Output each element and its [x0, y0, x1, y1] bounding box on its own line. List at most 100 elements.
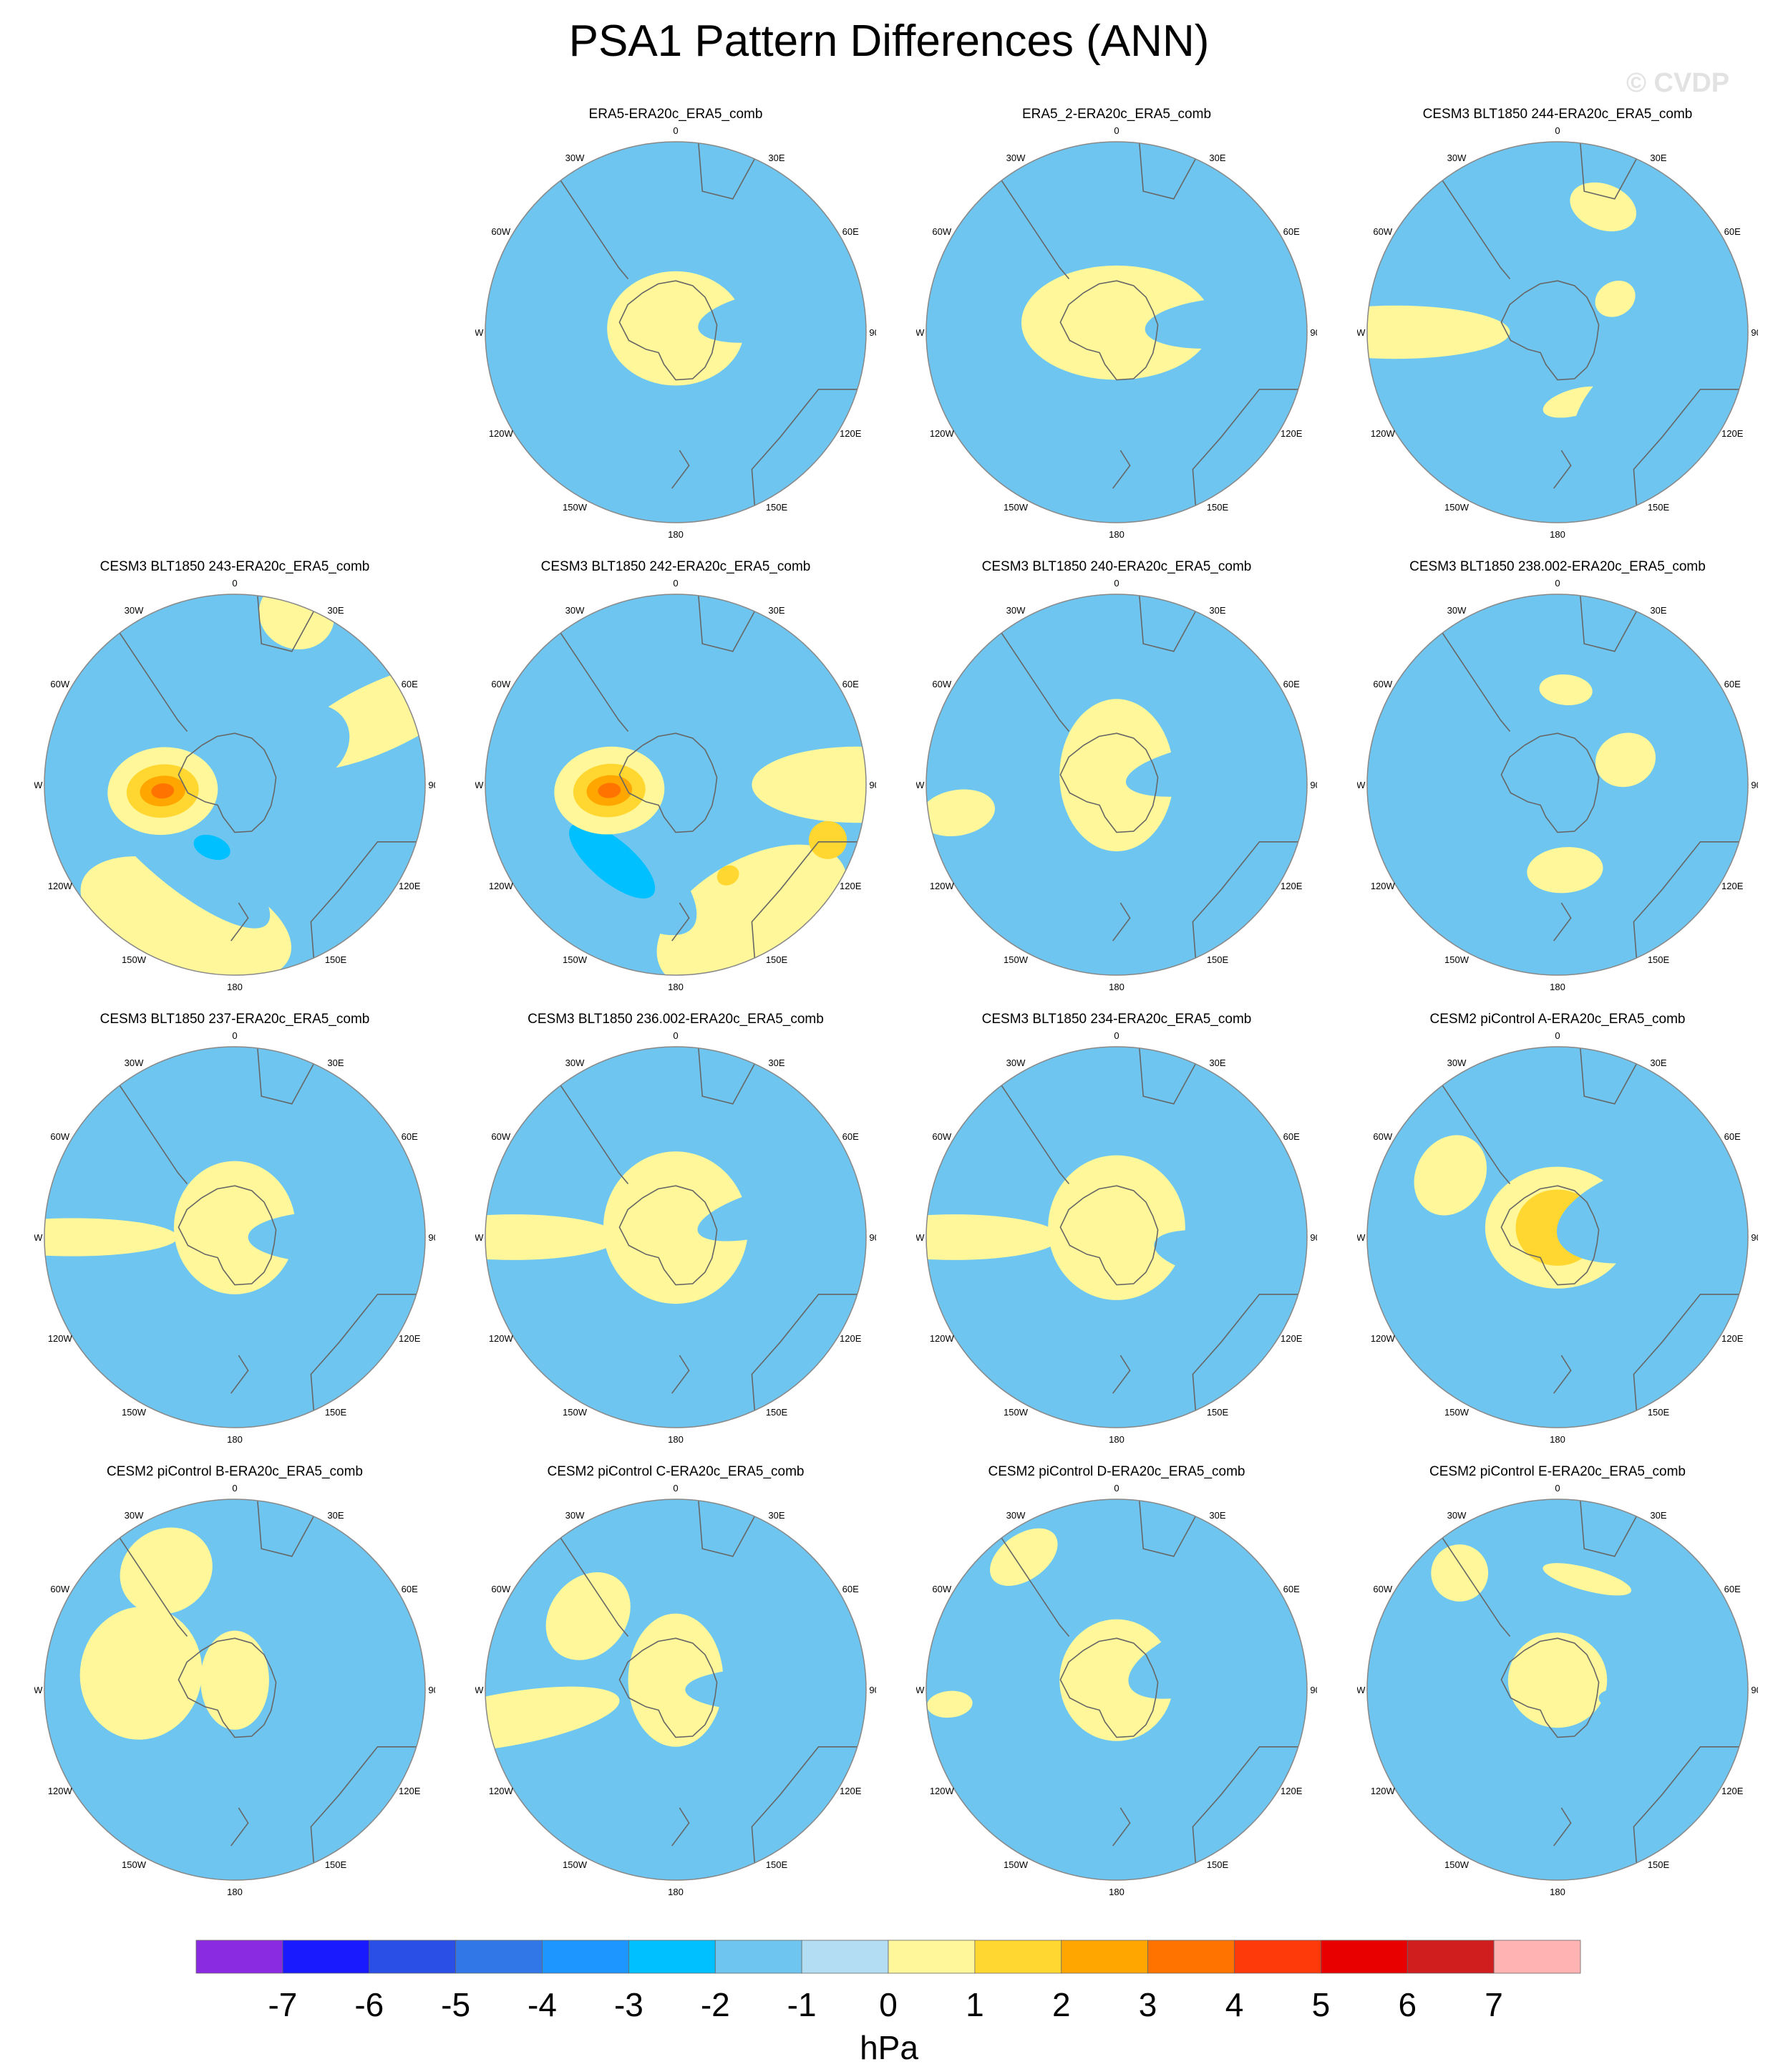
coastline	[1553, 450, 1572, 489]
anomaly-contour	[926, 1690, 973, 1718]
longitude-label: 60W	[1373, 679, 1392, 689]
longitude-label: 150E	[325, 1859, 347, 1870]
anomaly-contour	[1059, 1619, 1174, 1741]
longitude-label: 0	[1114, 1483, 1119, 1494]
colorbar-swatch	[801, 1940, 889, 1974]
longitude-label: 180	[1109, 1434, 1124, 1445]
panel-title: CESM3 BLT1850 242-ERA20c_ERA5_comb	[540, 559, 811, 574]
anomaly-contour	[79, 1607, 203, 1740]
panel-title: CESM3 BLT1850 237-ERA20c_ERA5_comb	[99, 1012, 370, 1027]
coastline	[257, 1048, 316, 1105]
longitude-label: 150E	[1207, 954, 1229, 965]
coastline	[751, 389, 863, 519]
panel-title: CESM3 BLT1850 236.002-ERA20c_ERA5_comb	[528, 1012, 824, 1027]
longitude-label: 30W	[565, 1510, 585, 1521]
longitude-label: 150W	[563, 954, 588, 965]
colorbar-swatch	[1061, 1940, 1149, 1974]
longitude-label: 0	[1555, 125, 1560, 136]
coastline	[1580, 1501, 1638, 1557]
longitude-label: 120W	[489, 1786, 514, 1796]
anomaly-contour	[1125, 739, 1296, 797]
coastline	[1439, 1533, 1511, 1637]
longitude-label: 60W	[491, 1584, 510, 1594]
coastline	[1633, 1746, 1744, 1877]
panel-title: CESM2 piControl D-ERA20c_ERA5_comb	[988, 1464, 1245, 1479]
colorbar-tick-label: 2	[1052, 1986, 1071, 2023]
coastline	[1139, 143, 1198, 200]
longitude-label: 150W	[1444, 1859, 1469, 1870]
polar-map: 0 30E 60E 90E 120E 150E 180 150W 120W 90W 60W 30W	[34, 1030, 435, 1445]
anomaly-contour	[716, 865, 739, 886]
coastline	[1633, 389, 1744, 519]
colorbar-tick-label: -6	[354, 1986, 384, 2023]
longitude-label: 0	[1114, 578, 1119, 589]
anomaly-contour	[1041, 1735, 1061, 1755]
coastline	[1192, 1294, 1303, 1424]
longitude-label: 0	[673, 1483, 678, 1494]
longitude-label: 90W	[475, 1232, 484, 1243]
anomaly-contour	[698, 287, 849, 343]
anomaly-contour	[1414, 1135, 1487, 1216]
longitude-label: 60E	[402, 1131, 418, 1142]
map-border	[44, 1499, 426, 1881]
colorbar-tick-label: 6	[1399, 1986, 1417, 2023]
coastline	[178, 1185, 277, 1286]
anomaly-contour	[151, 783, 175, 799]
polar-map: 0 30E 60E 90E 120E 150E 180 150W 120W 90W 60W 30W	[34, 578, 435, 992]
coastline	[998, 175, 1070, 280]
coastline	[1500, 1185, 1600, 1286]
anomaly-contour	[200, 1630, 269, 1730]
anomaly-contour	[752, 746, 866, 823]
coastline	[698, 143, 757, 200]
longitude-label: 150E	[325, 1407, 347, 1418]
coastline	[698, 1048, 757, 1105]
map-border	[44, 1046, 426, 1428]
longitude-label: 60E	[1724, 1584, 1741, 1594]
longitude-label: 30W	[1006, 605, 1026, 616]
map-border	[1366, 1046, 1749, 1428]
longitude-label: 120W	[1371, 881, 1396, 891]
longitude-label: 30W	[565, 1057, 585, 1068]
longitude-label: 120E	[1281, 428, 1303, 439]
longitude-label: 60W	[932, 1131, 951, 1142]
longitude-label: 150E	[1207, 1407, 1229, 1418]
map-border	[44, 594, 426, 976]
longitude-label: 90E	[869, 327, 876, 338]
anomaly-contour	[990, 1528, 1058, 1586]
longitude-label: 90W	[1357, 1232, 1366, 1243]
longitude-label: 120E	[1281, 1333, 1303, 1344]
longitude-label: 180	[1550, 1434, 1565, 1445]
anomaly-contour	[1507, 1632, 1608, 1728]
longitude-label: 90E	[869, 1232, 876, 1243]
longitude-label: 150E	[1648, 954, 1670, 965]
polar-map: 0 30E 60E 90E 120E 150E 180 150W 120W 90W 60W 30W	[475, 1483, 876, 1897]
anomaly-contour	[1569, 929, 1600, 949]
longitude-label: 30E	[1650, 605, 1666, 616]
longitude-label: 150W	[1004, 502, 1029, 513]
longitude-label: 180	[1550, 529, 1565, 540]
longitude-label: 180	[668, 1887, 684, 1897]
longitude-label: 90W	[475, 327, 484, 338]
panel-title: CESM2 piControl A-ERA20c_ERA5_comb	[1429, 1012, 1686, 1027]
colorbar-swatch	[1234, 1940, 1321, 1974]
longitude-label: 30E	[1209, 605, 1225, 616]
longitude-label: 60E	[402, 1584, 418, 1594]
longitude-label: 120E	[399, 1333, 421, 1344]
coastline	[1500, 732, 1600, 833]
polar-map: 0 30E 60E 90E 120E 150E 180 150W 120W 90W 60W 30W	[1357, 578, 1758, 992]
anomaly-contour	[271, 1632, 401, 1693]
coastline	[751, 1746, 863, 1877]
longitude-label: 150E	[1207, 1859, 1229, 1870]
longitude-label: 120W	[930, 1786, 955, 1796]
longitude-label: 60W	[491, 1131, 510, 1142]
coastline	[1439, 1080, 1511, 1185]
coastline	[1580, 596, 1638, 652]
longitude-label: 90E	[1310, 780, 1317, 790]
colorbar-swatch	[888, 1940, 976, 1974]
colorbar-tick-label: 0	[879, 1986, 898, 2023]
coastline	[698, 1501, 757, 1557]
longitude-label: 150E	[325, 954, 347, 965]
coastline	[1553, 1807, 1572, 1846]
map-panel: CESM2 piControl C-ERA20c_ERA5_comb 0 30E 60…	[475, 1463, 876, 1907]
longitude-label: 30E	[1209, 153, 1225, 163]
